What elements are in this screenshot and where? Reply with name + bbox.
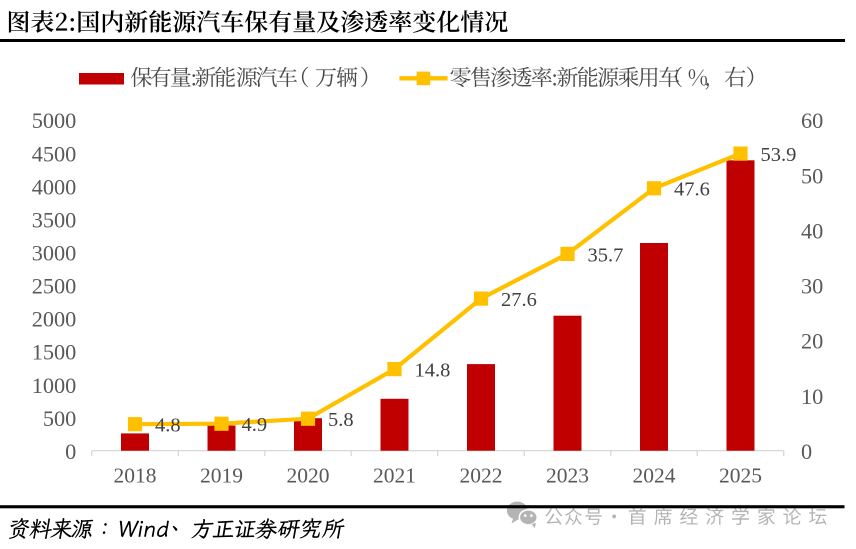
svg-text:1000: 1000 [32, 373, 77, 398]
svg-text:4.9: 4.9 [242, 414, 268, 436]
svg-text:2019: 2019 [200, 464, 243, 488]
svg-text:4.8: 4.8 [155, 415, 181, 437]
svg-text:2023: 2023 [546, 464, 589, 488]
svg-text:4500: 4500 [32, 141, 77, 166]
svg-text:5.8: 5.8 [328, 409, 354, 431]
svg-text:500: 500 [43, 406, 76, 431]
svg-text:2021: 2021 [373, 464, 416, 488]
svg-text:53.9: 53.9 [761, 144, 797, 166]
svg-text:40: 40 [801, 218, 823, 243]
svg-text:50: 50 [801, 163, 823, 188]
svg-text:3500: 3500 [32, 207, 77, 232]
svg-text:20: 20 [801, 329, 823, 354]
svg-text:60: 60 [801, 108, 823, 133]
svg-text:0: 0 [801, 439, 812, 464]
svg-text:3000: 3000 [32, 241, 77, 266]
svg-text:2500: 2500 [32, 274, 77, 299]
svg-text:2020: 2020 [287, 464, 330, 488]
svg-text:2018: 2018 [114, 464, 157, 488]
svg-text:2024: 2024 [633, 464, 676, 488]
svg-text:5000: 5000 [32, 108, 77, 133]
svg-text:47.6: 47.6 [674, 179, 710, 201]
svg-text:4000: 4000 [32, 174, 77, 199]
svg-text:14.8: 14.8 [415, 360, 451, 382]
svg-text:30: 30 [801, 274, 823, 299]
svg-text:27.6: 27.6 [501, 289, 537, 311]
svg-text:2025: 2025 [719, 464, 762, 488]
svg-text:10: 10 [801, 384, 823, 409]
svg-text:2000: 2000 [32, 307, 77, 332]
svg-text:0: 0 [65, 439, 76, 464]
svg-text:35.7: 35.7 [588, 244, 624, 266]
svg-text:2022: 2022 [460, 464, 503, 488]
svg-text:1500: 1500 [32, 340, 77, 365]
